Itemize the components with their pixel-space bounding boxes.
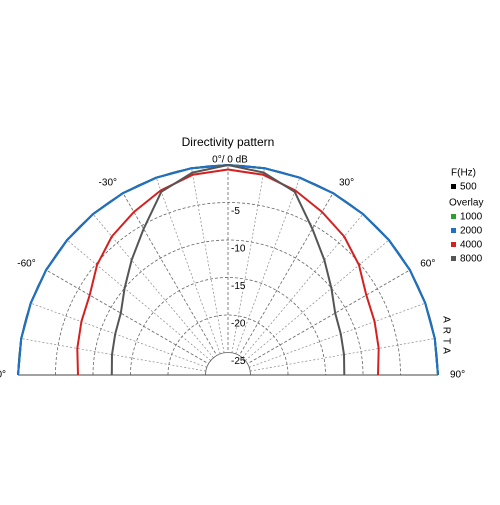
chart-title: Directivity pattern — [182, 135, 275, 149]
theta-tick-label: 60° — [420, 259, 435, 270]
legend-label: 4000 — [460, 240, 483, 251]
legend-swatch — [451, 256, 456, 261]
minor-grid-line — [245, 239, 390, 361]
ring — [130, 277, 326, 376]
theta-tick-label: 90° — [450, 370, 465, 381]
minor-grid-line — [155, 177, 221, 354]
legend-label: 1000 — [460, 212, 483, 223]
minor-grid-line — [21, 338, 206, 372]
legend-swatch — [451, 242, 456, 247]
theta-tick-label: -60° — [17, 259, 35, 270]
grid-line — [122, 192, 229, 376]
legend-swatch — [451, 228, 456, 233]
series-line — [76, 168, 380, 376]
grid-line — [227, 192, 334, 376]
ring — [92, 239, 364, 376]
grid-line — [45, 269, 229, 376]
r-tick-label: -5 — [231, 206, 240, 217]
minor-grid-line — [242, 213, 364, 358]
legend-swatch — [451, 214, 456, 219]
minor-grid-line — [250, 338, 435, 372]
minor-grid-line — [235, 177, 301, 354]
ring — [205, 352, 251, 376]
theta-tick-label: -90° — [0, 370, 6, 381]
legend-label: 8000 — [460, 254, 483, 265]
overlay-label: Overlay — [449, 198, 483, 209]
minor-grid-line — [231, 168, 265, 353]
minor-grid-line — [191, 168, 225, 353]
ring — [55, 202, 401, 376]
legend-label: 2000 — [460, 226, 483, 237]
minor-grid-line — [30, 302, 207, 368]
minor-grid-line — [66, 239, 211, 361]
theta-tick-label: 30° — [339, 177, 354, 188]
r-tick-label: -15 — [231, 281, 246, 292]
r-tick-label: -10 — [231, 244, 246, 255]
minor-grid-line — [249, 302, 426, 368]
minor-grid-line — [92, 213, 214, 358]
legend-label: 500 — [460, 182, 477, 193]
theta-tick-label: 0°/ 0 dB — [212, 155, 248, 166]
ring — [167, 314, 289, 376]
series-line — [110, 164, 346, 376]
legend-title: F(Hz) — [451, 168, 476, 179]
theta-tick-label: -30° — [99, 177, 117, 188]
legend-swatch — [451, 184, 456, 189]
r-tick-label: -25 — [231, 356, 246, 367]
r-tick-label: -20 — [231, 319, 246, 330]
grid-line — [227, 269, 411, 376]
watermark: ARTA — [440, 316, 451, 358]
